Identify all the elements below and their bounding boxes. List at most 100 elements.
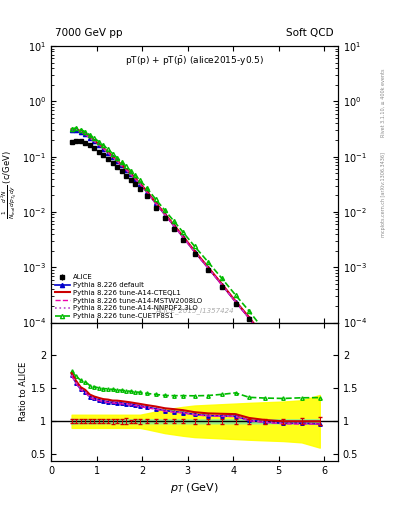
Pythia 8.226 default: [233, 299, 238, 305]
Pythia 8.226 tune-A14-MSTW2008LO: [318, 409, 322, 415]
Pythia 8.226 tune-A14-CTEQL1: [172, 222, 176, 228]
Pythia 8.226 tune-A14-MSTW2008LO: [220, 282, 224, 288]
Pythia 8.226 tune-A14-CTEQL1: [144, 188, 149, 194]
Pythia 8.226 tune-A14-MSTW2008LO: [233, 299, 238, 305]
Pythia 8.226 default: [318, 409, 322, 415]
Pythia 8.226 tune-CUETP8S1: [281, 352, 286, 358]
Pythia 8.226 tune-A14-CTEQL1: [233, 298, 238, 304]
Pythia 8.226 tune-A14-CTEQL1: [74, 126, 79, 132]
Pythia 8.226 tune-A14-CTEQL1: [115, 158, 119, 164]
Pythia 8.226 tune-A14-CTEQL1: [101, 145, 106, 151]
Pythia 8.226 tune-CUETP8S1: [163, 207, 167, 214]
Pythia 8.226 tune-A14-MSTW2008LO: [154, 201, 158, 207]
Pythia 8.226 default: [299, 384, 304, 390]
Pythia 8.226 tune-CUETP8S1: [181, 229, 185, 236]
Pythia 8.226 tune-A14-NNPDF2.3LO: [106, 150, 110, 156]
Pythia 8.226 tune-A14-NNPDF2.3LO: [133, 176, 138, 182]
Pythia 8.226 tune-A14-MSTW2008LO: [97, 142, 101, 148]
Pythia 8.226 tune-A14-NNPDF2.3LO: [206, 265, 211, 271]
Pythia 8.226 default: [110, 154, 115, 160]
Pythia 8.226 tune-A14-NNPDF2.3LO: [110, 154, 115, 160]
Pythia 8.226 tune-A14-NNPDF2.3LO: [299, 384, 304, 390]
Pythia 8.226 default: [144, 189, 149, 195]
Pythia 8.226 tune-A14-MSTW2008LO: [138, 181, 142, 187]
Pythia 8.226 tune-A14-CTEQL1: [181, 233, 185, 240]
Pythia 8.226 tune-CUETP8S1: [129, 168, 133, 174]
Pythia 8.226 tune-A14-CTEQL1: [299, 383, 304, 390]
Pythia 8.226 tune-CUETP8S1: [69, 125, 74, 132]
Pythia 8.226 tune-A14-CTEQL1: [92, 138, 97, 144]
Pythia 8.226 tune-A14-CTEQL1: [154, 200, 158, 206]
Pythia 8.226 default: [181, 234, 185, 240]
Pythia 8.226 tune-A14-MSTW2008LO: [144, 189, 149, 195]
Pythia 8.226 tune-A14-CTEQL1: [281, 359, 286, 365]
Pythia 8.226 tune-CUETP8S1: [83, 129, 88, 135]
Pythia 8.226 tune-A14-CTEQL1: [163, 211, 167, 217]
Pythia 8.226 tune-CUETP8S1: [101, 142, 106, 148]
Pythia 8.226 tune-CUETP8S1: [263, 328, 268, 334]
Pythia 8.226 default: [119, 162, 124, 168]
Pythia 8.226 tune-A14-NNPDF2.3LO: [115, 158, 119, 164]
Pythia 8.226 tune-A14-CTEQL1: [129, 171, 133, 177]
Pythia 8.226 tune-A14-CTEQL1: [247, 314, 252, 321]
Pythia 8.226 tune-A14-CTEQL1: [263, 335, 268, 342]
Pythia 8.226 tune-A14-NNPDF2.3LO: [263, 336, 268, 342]
Line: Pythia 8.226 tune-A14-CTEQL1: Pythia 8.226 tune-A14-CTEQL1: [72, 129, 320, 411]
Pythia 8.226 tune-A14-CTEQL1: [78, 128, 83, 134]
Pythia 8.226 tune-A14-MSTW2008LO: [263, 336, 268, 342]
Pythia 8.226 tune-A14-NNPDF2.3LO: [192, 249, 197, 255]
Pythia 8.226 default: [87, 135, 92, 141]
Pythia 8.226 default: [101, 145, 106, 152]
Pythia 8.226 default: [92, 138, 97, 144]
Pythia 8.226 tune-A14-NNPDF2.3LO: [97, 142, 101, 148]
Pythia 8.226 tune-CUETP8S1: [74, 125, 79, 131]
Pythia 8.226 default: [163, 211, 167, 218]
Pythia 8.226 default: [129, 172, 133, 178]
Pythia 8.226 default: [106, 150, 110, 156]
Pythia 8.226 tune-A14-NNPDF2.3LO: [220, 282, 224, 288]
Pythia 8.226 tune-A14-NNPDF2.3LO: [92, 138, 97, 144]
Pythia 8.226 default: [192, 249, 197, 255]
Pythia 8.226 tune-A14-NNPDF2.3LO: [129, 172, 133, 178]
Pythia 8.226 default: [83, 131, 88, 137]
Pythia 8.226 tune-A14-MSTW2008LO: [172, 223, 176, 229]
Pythia 8.226 tune-A14-NNPDF2.3LO: [101, 145, 106, 152]
Pythia 8.226 tune-CUETP8S1: [299, 376, 304, 382]
Pythia 8.226 tune-A14-NNPDF2.3LO: [247, 315, 252, 321]
Pythia 8.226 default: [69, 126, 74, 133]
Pythia 8.226 tune-A14-MSTW2008LO: [247, 315, 252, 322]
Pythia 8.226 tune-A14-NNPDF2.3LO: [181, 234, 185, 240]
Pythia 8.226 tune-CUETP8S1: [97, 139, 101, 145]
Pythia 8.226 tune-A14-MSTW2008LO: [281, 360, 286, 366]
Pythia 8.226 tune-CUETP8S1: [110, 151, 115, 157]
Text: mcplots.cern.ch [arXiv:1306.3436]: mcplots.cern.ch [arXiv:1306.3436]: [381, 152, 386, 237]
Pythia 8.226 tune-A14-MSTW2008LO: [192, 249, 197, 255]
Pythia 8.226 tune-A14-MSTW2008LO: [206, 265, 211, 271]
Pythia 8.226 tune-CUETP8S1: [87, 132, 92, 138]
Pythia 8.226 tune-A14-MSTW2008LO: [129, 172, 133, 178]
Pythia 8.226 tune-A14-NNPDF2.3LO: [318, 409, 322, 415]
Y-axis label: Ratio to ALICE: Ratio to ALICE: [19, 362, 28, 421]
Pythia 8.226 tune-A14-MSTW2008LO: [74, 126, 79, 133]
Line: Pythia 8.226 default: Pythia 8.226 default: [70, 127, 322, 414]
Pythia 8.226 tune-A14-CTEQL1: [133, 176, 138, 182]
Pythia 8.226 tune-A14-CTEQL1: [110, 154, 115, 160]
Text: Rivet 3.1.10, ≥ 400k events: Rivet 3.1.10, ≥ 400k events: [381, 68, 386, 137]
Pythia 8.226 tune-CUETP8S1: [119, 159, 124, 165]
Pythia 8.226 tune-A14-MSTW2008LO: [133, 176, 138, 182]
Pythia 8.226 tune-CUETP8S1: [92, 135, 97, 141]
Pythia 8.226 tune-CUETP8S1: [144, 185, 149, 191]
Pythia 8.226 tune-CUETP8S1: [192, 243, 197, 249]
Pythia 8.226 tune-A14-NNPDF2.3LO: [281, 360, 286, 366]
Legend: ALICE, Pythia 8.226 default, Pythia 8.226 tune-A14-CTEQL1, Pythia 8.226 tune-A14: ALICE, Pythia 8.226 default, Pythia 8.22…: [53, 273, 203, 321]
Pythia 8.226 tune-A14-NNPDF2.3LO: [87, 135, 92, 141]
Pythia 8.226 default: [154, 200, 158, 206]
Pythia 8.226 tune-A14-NNPDF2.3LO: [233, 299, 238, 305]
Pythia 8.226 tune-A14-NNPDF2.3LO: [163, 211, 167, 218]
Text: ALICE_2015_I1357424: ALICE_2015_I1357424: [155, 308, 234, 314]
Pythia 8.226 default: [115, 158, 119, 164]
Y-axis label: $\frac{1}{N_{\rm inal}}\frac{d^2N}{dp_{T_{\rm d}}dy}$ (c/GeV): $\frac{1}{N_{\rm inal}}\frac{d^2N}{dp_{T…: [0, 150, 19, 219]
X-axis label: $p_T$ (GeV): $p_T$ (GeV): [170, 481, 219, 495]
Pythia 8.226 tune-A14-NNPDF2.3LO: [74, 126, 79, 133]
Pythia 8.226 default: [206, 265, 211, 271]
